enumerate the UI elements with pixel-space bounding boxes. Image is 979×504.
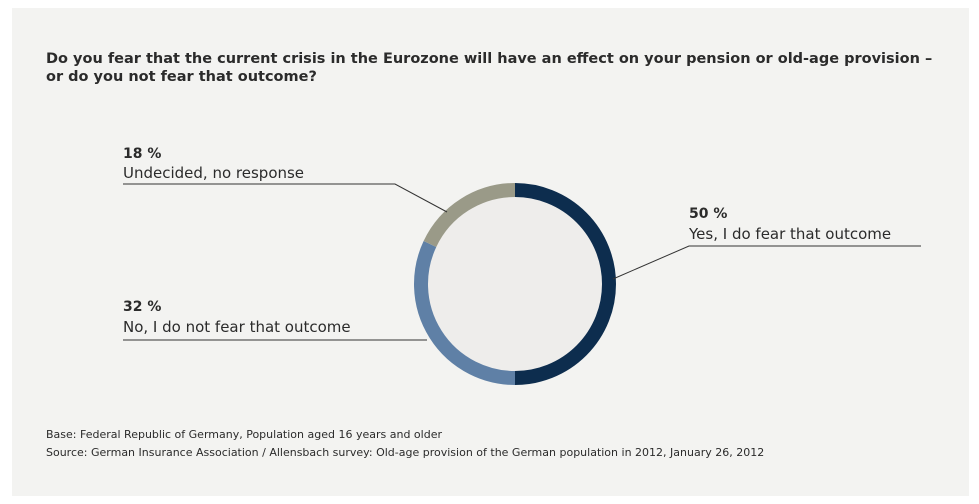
no-percent: 32 % bbox=[123, 299, 161, 315]
undecided-label: Undecided, no response bbox=[123, 164, 304, 182]
undecided-percent: 18 % bbox=[123, 146, 161, 162]
leader-line-undecided bbox=[123, 183, 448, 213]
slice-no bbox=[414, 241, 516, 385]
donut-center bbox=[427, 196, 603, 372]
base-footnote: Base: Federal Republic of Germany, Popul… bbox=[46, 428, 442, 441]
leader-line-yes bbox=[612, 245, 921, 280]
yes-label: Yes, I do fear that outcome bbox=[688, 225, 891, 243]
chart-question: Do you fear that the current crisis in t… bbox=[46, 51, 933, 85]
yes-percent: 50 % bbox=[689, 206, 727, 222]
slice-undecided bbox=[423, 183, 516, 248]
no-label: No, I do not fear that outcome bbox=[123, 318, 351, 336]
slice-yes bbox=[514, 183, 616, 385]
source-footnote: Source: German Insurance Association / A… bbox=[46, 446, 765, 459]
